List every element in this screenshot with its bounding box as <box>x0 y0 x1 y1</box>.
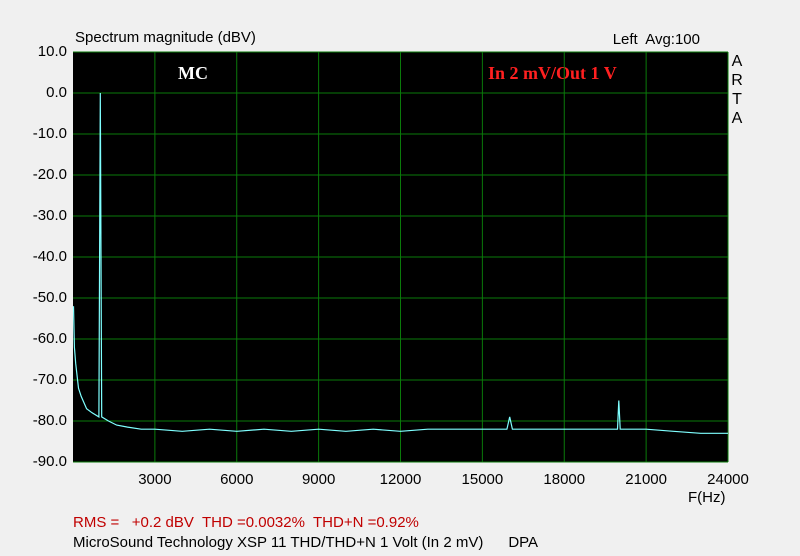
y-tick-label: -50.0 <box>33 289 67 306</box>
chart-title: Spectrum magnitude (dBV) <box>75 29 256 46</box>
x-tick-label: 3000 <box>138 471 171 488</box>
x-tick-label: 21000 <box>625 471 667 488</box>
y-tick-label: 0.0 <box>46 84 67 101</box>
x-tick-label: 24000 <box>707 471 749 488</box>
x-tick-label: 18000 <box>543 471 585 488</box>
y-tick-label: -70.0 <box>33 371 67 388</box>
y-tick-label: -30.0 <box>33 207 67 224</box>
y-tick-label: -20.0 <box>33 166 67 183</box>
footer-note: MicroSound Technology XSP 11 THD/THD+N 1… <box>73 534 538 551</box>
y-tick-label: 10.0 <box>38 43 67 60</box>
channel-info: Left Avg:100 <box>613 31 700 48</box>
x-tick-label: 15000 <box>462 471 504 488</box>
x-tick-label: 12000 <box>380 471 422 488</box>
y-tick-label: -60.0 <box>33 330 67 347</box>
y-tick-label: -10.0 <box>33 125 67 142</box>
y-tick-label: -80.0 <box>33 412 67 429</box>
x-axis-label: F(Hz) <box>688 489 726 506</box>
x-tick-label: 9000 <box>302 471 335 488</box>
y-tick-label: -90.0 <box>33 453 67 470</box>
x-tick-label: 6000 <box>220 471 253 488</box>
brand: ARTA <box>731 53 743 127</box>
footer-stats: RMS = +0.2 dBV THD =0.0032% THD+N =0.92% <box>73 514 419 531</box>
y-tick-label: -40.0 <box>33 248 67 265</box>
annotation: MC <box>178 63 208 83</box>
spectrum-line <box>72 92 728 434</box>
annotation: In 2 mV/Out 1 V <box>488 63 617 83</box>
